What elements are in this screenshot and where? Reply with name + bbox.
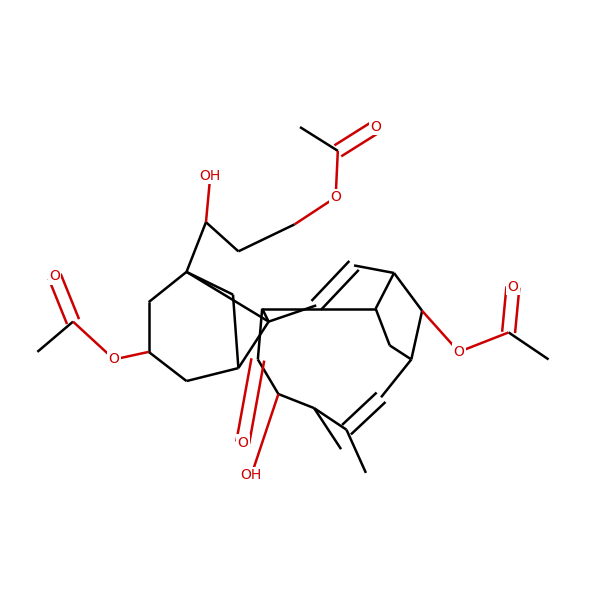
Text: O: O (454, 345, 464, 359)
Text: O: O (237, 436, 248, 449)
Text: O: O (370, 120, 381, 134)
Text: O: O (508, 280, 518, 294)
Text: O: O (49, 269, 60, 283)
Text: O: O (330, 190, 341, 205)
Text: OH: OH (200, 169, 221, 183)
Text: OH: OH (241, 468, 262, 482)
Text: O: O (109, 352, 119, 367)
